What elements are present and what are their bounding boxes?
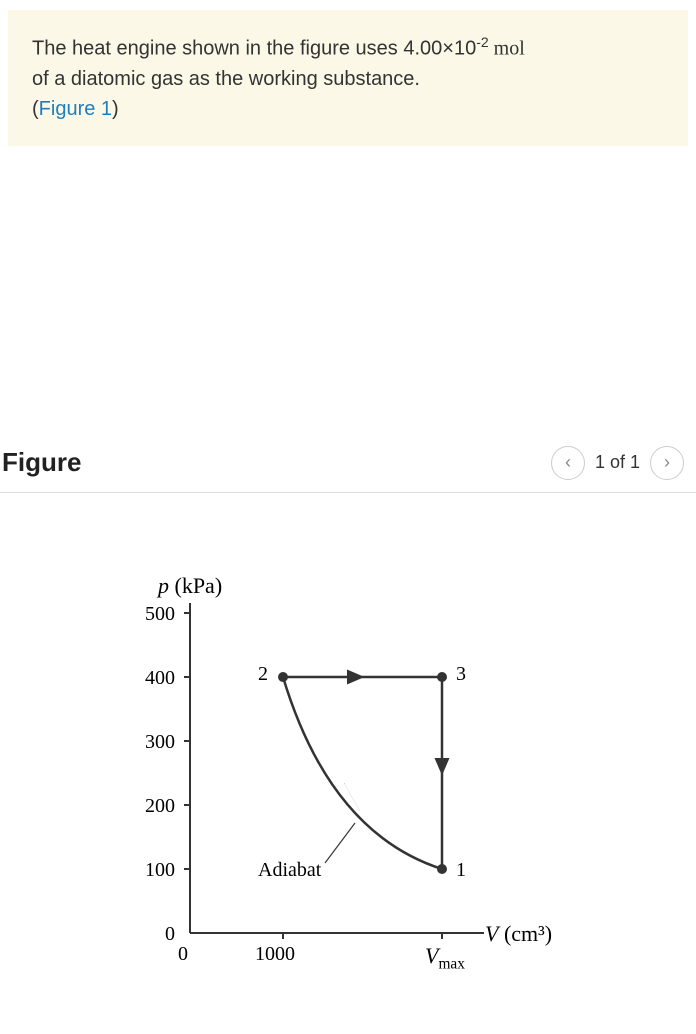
pager-prev-button[interactable]: ‹ bbox=[551, 446, 585, 480]
figure-link[interactable]: Figure 1 bbox=[39, 98, 112, 120]
problem-statement: The heat engine shown in the figure uses… bbox=[8, 10, 688, 146]
problem-text-2: of a diatomic gas as the working substan… bbox=[32, 68, 420, 90]
figure-pager: ‹ 1 of 1 › bbox=[551, 446, 684, 480]
fig-ref-open: ( bbox=[32, 98, 39, 120]
pager-label: 1 of 1 bbox=[595, 452, 640, 473]
figure-title: Figure bbox=[2, 447, 81, 478]
problem-text-1: The heat engine shown in the figure uses bbox=[32, 38, 403, 60]
figure-header-row: Figure ‹ 1 of 1 › bbox=[0, 446, 696, 493]
moles-exp: -2 bbox=[476, 34, 488, 50]
pv-diagram: p (kPa) 500 400 300 200 100 0 0 1000 Vma… bbox=[110, 573, 630, 993]
fig-ref-close: ) bbox=[112, 98, 119, 120]
pager-next-button[interactable]: › bbox=[650, 446, 684, 480]
moles-unit: mol bbox=[489, 38, 525, 60]
moles-base: 4.00×10 bbox=[403, 38, 476, 60]
pv-svg bbox=[110, 573, 630, 993]
